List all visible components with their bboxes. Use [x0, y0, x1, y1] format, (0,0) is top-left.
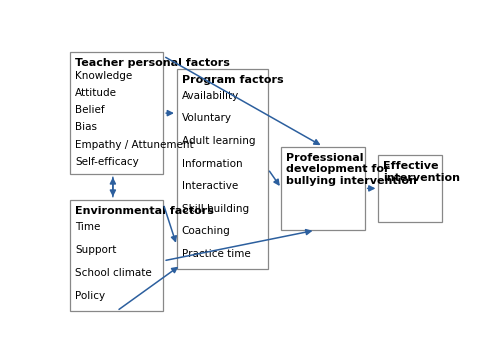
Text: Availability: Availability [182, 91, 239, 101]
Text: Adult learning: Adult learning [182, 136, 256, 146]
Text: Belief: Belief [76, 105, 105, 115]
Text: Environmental factors: Environmental factors [76, 206, 214, 216]
FancyBboxPatch shape [70, 52, 163, 174]
Text: Skill building: Skill building [182, 204, 249, 214]
Text: Self-efficacy: Self-efficacy [76, 157, 139, 167]
Text: Support: Support [76, 245, 116, 255]
Text: Voluntary: Voluntary [182, 113, 232, 123]
Text: Bias: Bias [76, 122, 98, 132]
Text: School climate: School climate [76, 268, 152, 278]
Text: Interactive: Interactive [182, 181, 238, 191]
Text: Effective
intervention: Effective intervention [384, 161, 460, 183]
Text: Professional
development for
bullying intervention: Professional development for bullying in… [286, 153, 418, 186]
Text: Time: Time [76, 222, 100, 232]
FancyBboxPatch shape [378, 155, 442, 222]
Text: Attitude: Attitude [76, 88, 118, 98]
Text: Program factors: Program factors [182, 75, 284, 85]
FancyBboxPatch shape [177, 68, 268, 269]
Text: Practice time: Practice time [182, 249, 250, 259]
Text: Coaching: Coaching [182, 226, 230, 236]
Text: Teacher personal factors: Teacher personal factors [76, 58, 230, 68]
Text: Knowledge: Knowledge [76, 71, 132, 81]
FancyBboxPatch shape [70, 199, 163, 311]
Text: Empathy / Attunement: Empathy / Attunement [76, 140, 194, 150]
FancyBboxPatch shape [282, 147, 364, 230]
Text: Policy: Policy [76, 291, 106, 301]
Text: Information: Information [182, 159, 242, 169]
